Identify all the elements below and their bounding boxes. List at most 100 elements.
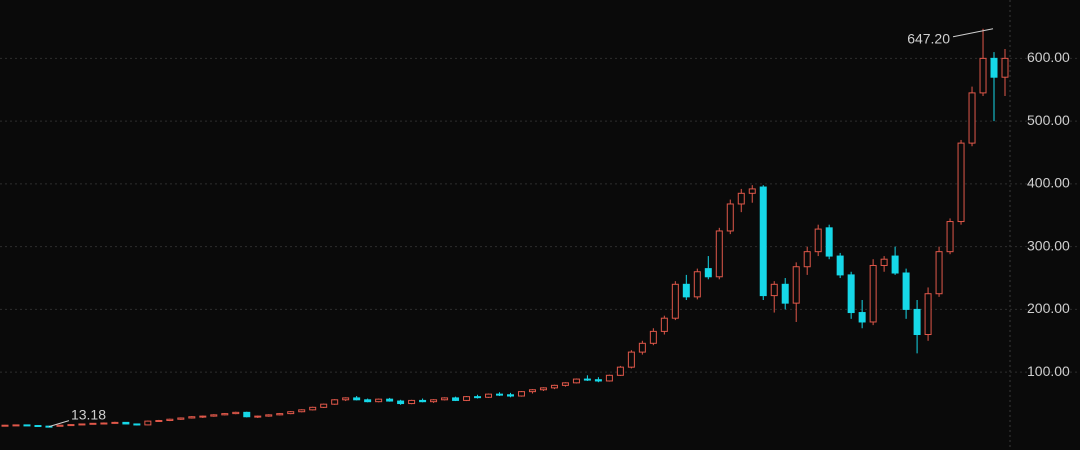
candle-body	[638, 342, 646, 353]
candle-body	[561, 382, 569, 386]
candle-body	[990, 57, 998, 78]
candle-body	[276, 413, 284, 416]
max-label: 647.20	[907, 30, 950, 46]
candle-body	[572, 378, 580, 384]
candle-body	[397, 400, 405, 405]
candle-body	[122, 421, 130, 425]
candle-body	[517, 391, 525, 397]
y-tick-label: 500.00	[1027, 112, 1070, 128]
candle-body	[583, 378, 591, 381]
candle-body	[232, 411, 240, 415]
y-tick-label: 300.00	[1027, 237, 1070, 253]
candle-body	[979, 57, 987, 94]
candle-body	[474, 396, 482, 399]
candle-body	[726, 203, 734, 232]
y-tick-label: 600.00	[1027, 49, 1070, 65]
candle-body	[814, 228, 822, 253]
candle-body	[331, 399, 339, 405]
candle-body	[847, 274, 855, 314]
candles	[1, 28, 1009, 428]
candle-body	[78, 423, 86, 426]
candle-body	[682, 283, 690, 298]
candle-body	[298, 409, 306, 413]
candle-body	[825, 227, 833, 257]
candle-body	[748, 188, 756, 194]
candle-body	[649, 330, 657, 344]
candle-body	[342, 397, 350, 401]
candle-body	[770, 283, 778, 297]
min-arrow	[48, 420, 70, 428]
candle-body	[243, 411, 251, 418]
candle-body	[627, 351, 635, 368]
candle-body	[968, 92, 976, 144]
candle-body	[539, 387, 547, 391]
candle-body	[265, 414, 273, 417]
candle-body	[386, 398, 394, 402]
candle-body	[485, 393, 493, 398]
candle-body	[891, 255, 899, 274]
candle-body	[880, 258, 888, 266]
candle-body	[144, 420, 152, 426]
candle-body	[254, 415, 262, 418]
candle-body	[496, 393, 504, 396]
min-label: 13.18	[71, 406, 106, 422]
candle-body	[441, 397, 449, 401]
candle-body	[463, 396, 471, 401]
max-arrow	[952, 28, 994, 38]
candle-body	[177, 417, 185, 420]
candle-body	[221, 413, 229, 416]
candle-body	[803, 251, 811, 268]
candle-body	[737, 192, 745, 205]
candle-body	[660, 317, 668, 332]
candle-body	[353, 397, 361, 401]
candle-body	[67, 424, 75, 427]
candle-body	[781, 283, 789, 304]
y-tick-label: 200.00	[1027, 300, 1070, 316]
candle-body	[100, 422, 108, 425]
candle-body	[957, 142, 965, 223]
candle-body	[605, 374, 613, 382]
candle-body	[946, 221, 954, 253]
candle-body	[287, 411, 295, 415]
candle-body	[858, 312, 866, 323]
candle-body	[23, 424, 31, 427]
candle-body	[715, 230, 723, 278]
candle-body	[704, 268, 712, 278]
candle-body	[375, 398, 383, 403]
candle-body	[133, 423, 141, 426]
candle-body	[320, 403, 328, 408]
grid	[0, 57, 1080, 373]
y-tick-label: 100.00	[1027, 363, 1070, 379]
candle-body	[550, 384, 558, 389]
candle-body	[506, 394, 514, 397]
candle-body	[913, 308, 921, 336]
candle-body	[56, 424, 64, 427]
candle-body	[430, 399, 438, 403]
candle-body	[836, 255, 844, 276]
candle-body	[869, 264, 877, 323]
candle-body	[452, 397, 460, 401]
candle-body	[1001, 57, 1009, 78]
candle-body	[89, 422, 97, 425]
candle-body	[111, 421, 119, 424]
candle-body	[935, 251, 943, 295]
candle-body	[155, 420, 163, 423]
y-tick-label: 400.00	[1027, 175, 1070, 191]
candle-body	[408, 399, 416, 405]
candle-body	[199, 415, 207, 418]
candle-body	[759, 186, 767, 297]
candle-body	[34, 425, 42, 428]
candle-body	[902, 272, 910, 310]
candle-body	[166, 418, 174, 422]
candle-body	[616, 366, 624, 376]
candle-body	[12, 424, 20, 427]
candle-body	[1, 424, 9, 427]
candle-body	[528, 389, 536, 393]
candle-body	[364, 399, 372, 403]
candle-body	[309, 406, 317, 411]
candle-body	[671, 283, 679, 319]
candle-body	[693, 271, 701, 298]
candle-body	[210, 414, 218, 417]
